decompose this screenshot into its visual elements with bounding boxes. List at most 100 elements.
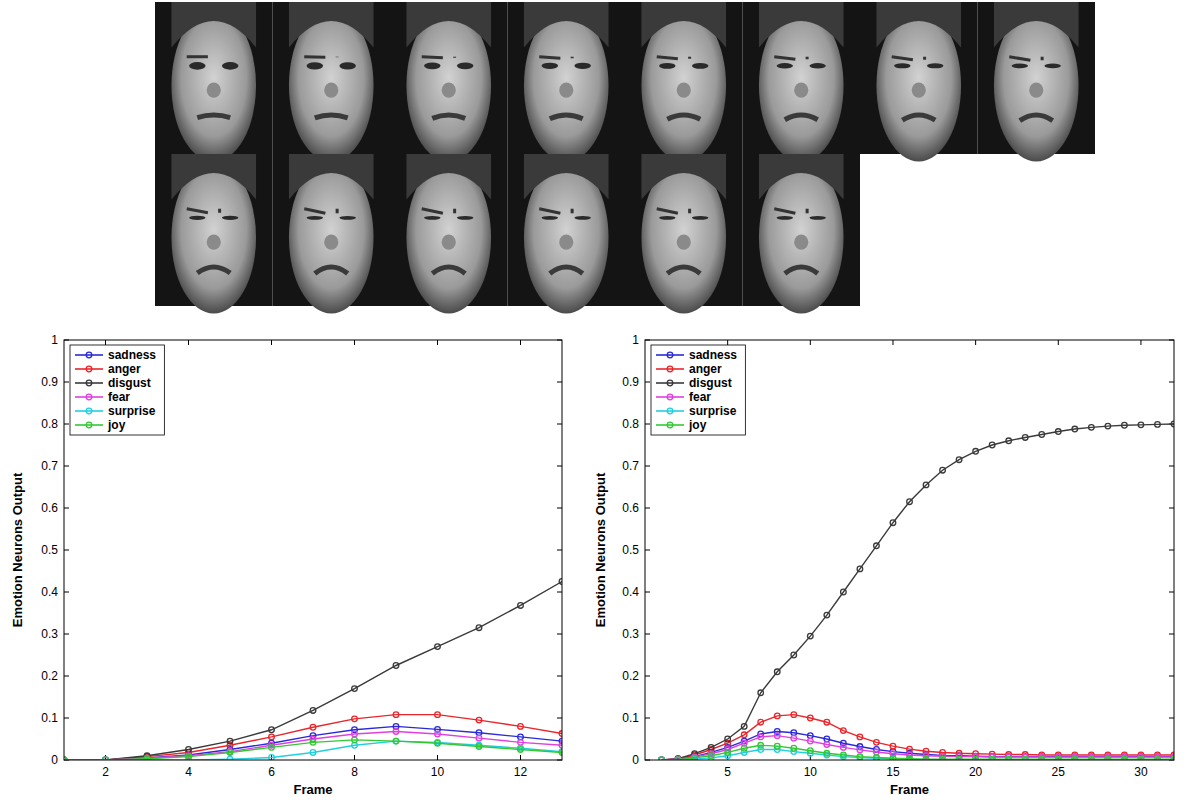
legend-marker — [86, 422, 92, 428]
series-marker — [758, 690, 764, 696]
legend-line — [656, 368, 684, 370]
y-tick-mirror — [1169, 718, 1174, 719]
series-marker — [1089, 425, 1095, 431]
series-marker — [1138, 422, 1144, 428]
series-marker — [1122, 756, 1128, 760]
legend-marker — [86, 408, 92, 414]
series-marker — [352, 686, 358, 692]
photo-frame — [508, 2, 626, 162]
eye — [189, 62, 205, 70]
photo-frame — [743, 154, 861, 314]
x-tick-label: 8 — [351, 765, 358, 779]
y-tick-mirror — [557, 634, 562, 635]
brow — [539, 57, 560, 59]
mouth — [432, 115, 465, 118]
brow — [187, 55, 208, 58]
legend-label: fear — [689, 390, 711, 404]
figure: 00.10.20.30.40.50.60.70.80.9124681012Fra… — [0, 0, 1189, 805]
legend-marker — [86, 352, 92, 358]
nose — [1029, 83, 1043, 98]
series-line — [662, 731, 1174, 760]
series-marker — [708, 745, 714, 751]
series-marker — [269, 734, 275, 740]
plot-frame — [645, 340, 1174, 760]
y-tick-mirror — [557, 424, 562, 425]
y-tick — [645, 676, 650, 677]
legend-label: surprise — [108, 404, 156, 418]
series-marker — [1039, 756, 1045, 760]
x-tick-mirror — [437, 340, 438, 345]
y-tick-label: 1 — [51, 333, 58, 347]
series-marker — [940, 467, 946, 473]
x-axis-title: Frame — [890, 782, 929, 797]
y-tick — [64, 718, 69, 719]
series-marker — [1022, 756, 1028, 760]
y-axis-title: Emotion Neurons Output — [10, 472, 25, 627]
brow — [688, 57, 691, 59]
series-line — [64, 726, 562, 760]
photo-frame — [860, 2, 978, 162]
eye — [692, 63, 708, 69]
series-marker — [956, 457, 962, 463]
x-tick-mirror — [975, 340, 976, 345]
brow — [657, 209, 678, 214]
series-line — [64, 731, 562, 760]
y-tick — [64, 466, 69, 467]
photo-frame — [390, 2, 508, 162]
series-marker — [1072, 756, 1078, 760]
y-tick-label: 0.4 — [41, 585, 58, 599]
x-tick — [520, 755, 521, 760]
series-marker — [857, 754, 863, 760]
y-tick-label: 0.5 — [41, 543, 58, 557]
eye — [542, 63, 558, 69]
photo-frame — [155, 154, 273, 314]
y-tick-label: 0.6 — [622, 501, 639, 515]
hair — [876, 2, 961, 48]
series-marker — [227, 756, 233, 760]
legend-label: sadness — [108, 348, 156, 362]
mouth — [785, 115, 818, 120]
nose — [559, 235, 573, 250]
x-tick-mirror — [520, 340, 521, 345]
brow — [218, 209, 221, 213]
hair — [524, 2, 609, 48]
series-marker — [393, 729, 399, 735]
legend-marker — [86, 380, 92, 386]
eye — [457, 62, 473, 69]
series-marker — [791, 730, 797, 736]
photo-strip — [155, 2, 1095, 314]
eye — [777, 216, 793, 220]
legend-marker — [667, 380, 673, 386]
y-tick-label: 0.7 — [622, 459, 639, 473]
y-tick-mirror — [557, 466, 562, 467]
nose — [207, 235, 221, 250]
brow — [892, 57, 913, 60]
photo-frame — [625, 2, 743, 162]
eye — [424, 62, 440, 69]
series-marker — [269, 755, 275, 760]
y-tick-mirror — [1169, 676, 1174, 677]
eye — [307, 62, 323, 69]
legend-marker — [667, 422, 673, 428]
mouth — [197, 267, 230, 273]
x-axis-title: Frame — [293, 782, 332, 797]
series-marker — [186, 747, 192, 753]
brow — [336, 209, 339, 214]
legend-line — [656, 396, 684, 398]
brow — [688, 209, 691, 214]
series-marker — [841, 745, 847, 751]
x-tick — [354, 755, 355, 760]
brow — [806, 209, 809, 214]
brow — [453, 57, 456, 58]
series-marker — [824, 750, 830, 756]
y-tick — [645, 592, 650, 593]
series-marker — [890, 520, 896, 526]
y-tick-mirror — [557, 676, 562, 677]
series-marker — [476, 730, 482, 736]
y-tick — [645, 382, 650, 383]
series-line — [662, 424, 1174, 760]
series-marker — [857, 734, 863, 740]
y-tick-label: 0.3 — [622, 627, 639, 641]
legend-marker — [86, 366, 92, 372]
photo-frame — [508, 154, 626, 314]
